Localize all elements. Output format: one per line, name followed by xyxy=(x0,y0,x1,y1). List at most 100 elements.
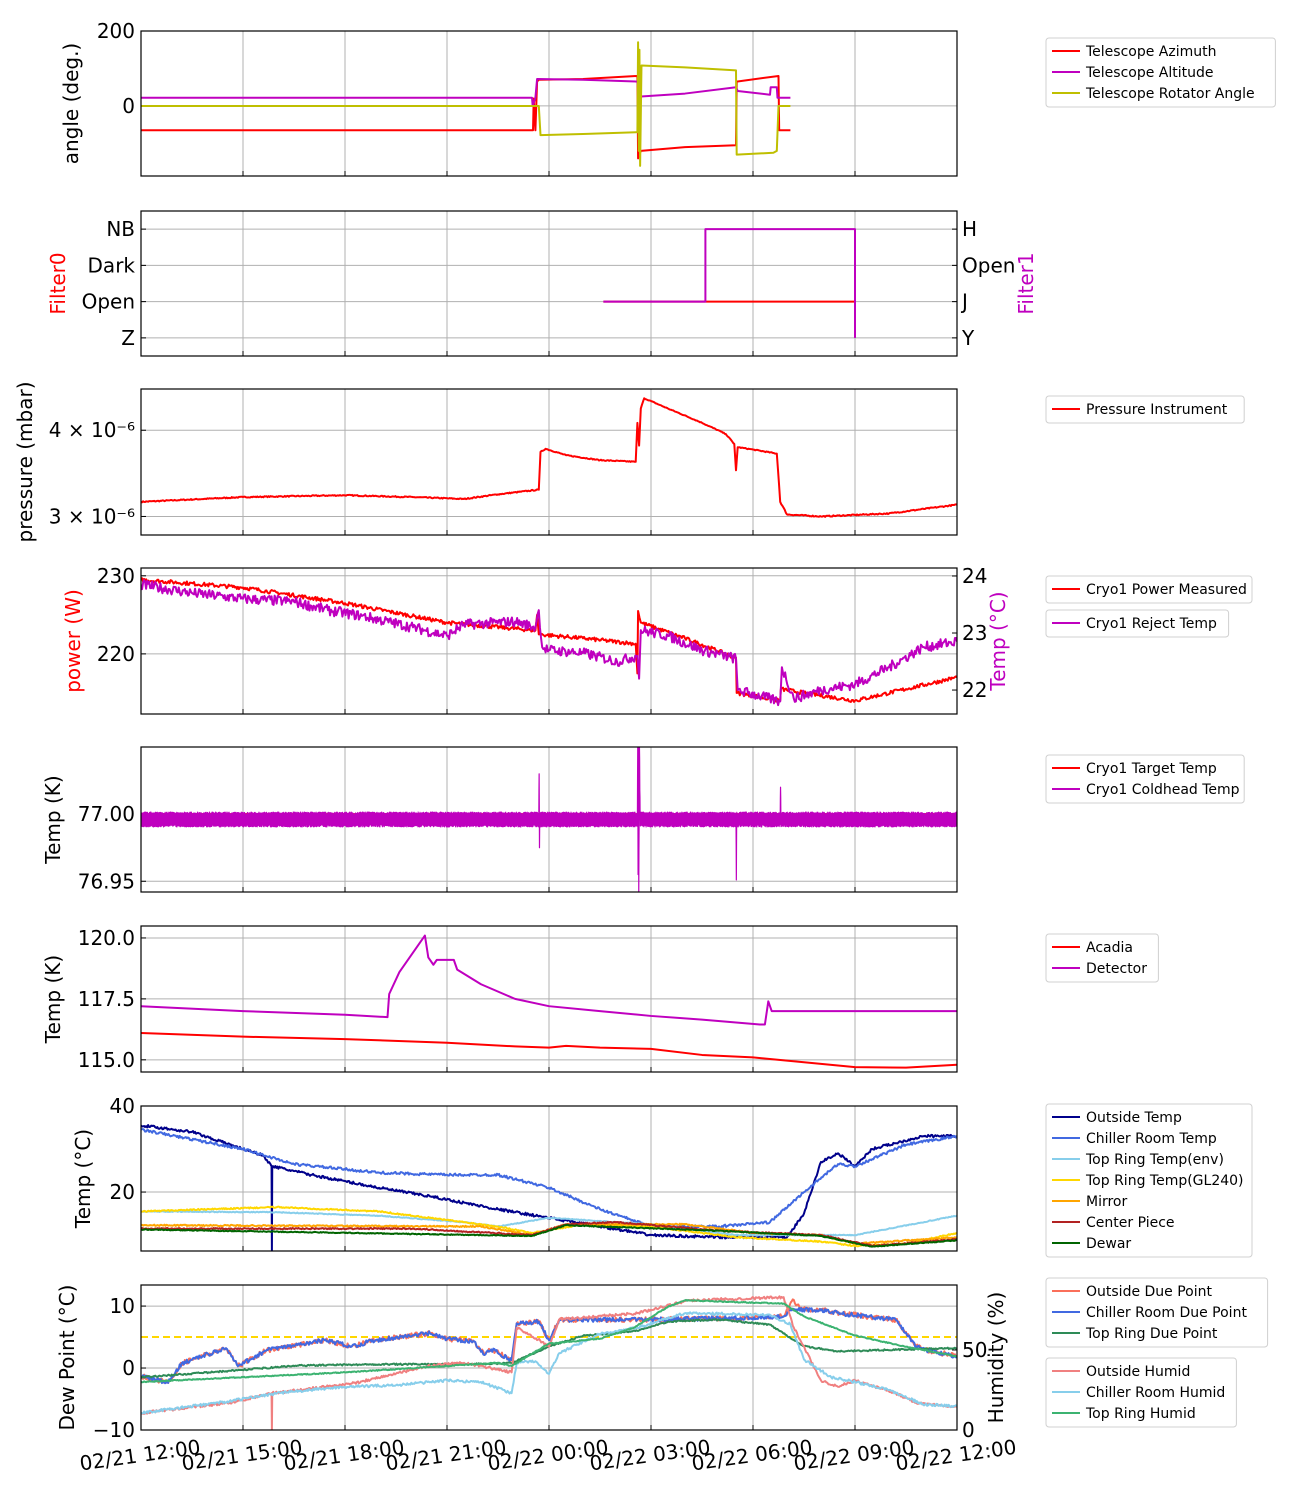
legend-label: Cryo1 Coldhead Temp xyxy=(1086,782,1240,798)
panel-3: 4 × 10⁻⁶ 3 × 10⁻⁶ pressure (mbar) Pressure … xyxy=(13,381,1245,543)
y-axis-label: Filter0 xyxy=(46,252,70,314)
y-axis-label: Dew Point (°C) xyxy=(55,1284,79,1430)
legend: Cryo1 Target Temp Cryo1 Coldhead Temp xyxy=(1045,754,1245,804)
legend-box xyxy=(1045,395,1245,424)
legend-box xyxy=(1045,1103,1253,1258)
legend-label: Outside Due Point xyxy=(1086,1284,1213,1300)
panel-6: 115.0 117.5 120.0 Temp (K) Acadia Detector xyxy=(41,925,1159,1073)
y-tick-label: Open xyxy=(82,290,135,314)
legend: Cryo1 Reject Temp xyxy=(1045,609,1230,638)
y-axis-label: Temp (K) xyxy=(41,775,65,864)
y-axis-label: Temp (°C) xyxy=(71,1129,95,1229)
y-tick-label: 0 xyxy=(122,94,135,118)
legend-label: Telescope Azimuth xyxy=(1085,44,1216,60)
y-tick-label: Dark xyxy=(88,253,136,277)
plot-frame xyxy=(140,746,958,893)
plot-frame xyxy=(140,388,958,536)
y-tick-label: 3 × 10⁻⁶ xyxy=(49,504,135,528)
y-right-tick-label: 23 xyxy=(962,621,987,645)
y-axis-label: power (W) xyxy=(61,589,85,693)
legend-label: Detector xyxy=(1086,961,1147,977)
y-tick-label: 120.0 xyxy=(78,926,135,950)
legend-box xyxy=(1045,1277,1269,1348)
series-line-pressure-instrument xyxy=(141,397,957,518)
legend-label: Telescope Altitude xyxy=(1085,65,1214,81)
y-right-tick-label: 50 xyxy=(962,1338,987,1362)
y-tick-label: 20 xyxy=(110,1180,135,1204)
y-right-tick-label: 22 xyxy=(962,678,987,702)
legend-box xyxy=(1045,575,1253,604)
legend: Outside Due Point Chiller Room Due Point T… xyxy=(1045,1277,1269,1348)
y-right-tick-label: 24 xyxy=(962,564,987,588)
legend: Pressure Instrument xyxy=(1045,395,1245,424)
panel-2: Z Open Dark NB YJ Open H Filter0 Filter1 xyxy=(46,210,1038,357)
series-line-detector xyxy=(141,934,957,1026)
series-line-cryo1-power-measured xyxy=(141,577,957,703)
plot-frame xyxy=(140,30,958,177)
panel-4: 220 230 22 23 24 power (W) Temp (°C) Cryo1 Powe… xyxy=(61,564,1253,715)
legend-box xyxy=(1045,37,1276,108)
legend: Acadia Detector xyxy=(1045,933,1159,983)
legend-label: Chiller Room Temp xyxy=(1086,1131,1217,1147)
plot-frame xyxy=(140,1284,958,1431)
y-right-axis-label: Temp (°C) xyxy=(986,591,1010,691)
y-axis-label: pressure (mbar) xyxy=(13,381,37,542)
legend-label: Top Ring Due Point xyxy=(1085,1326,1218,1342)
y-tick-label: 40 xyxy=(110,1094,135,1118)
y-right-tick-label: J xyxy=(960,290,968,314)
series-line-cryo1-coldhead-temp xyxy=(141,747,957,892)
series-line-dewar xyxy=(141,1223,957,1248)
y-right-tick-label: H xyxy=(962,217,977,241)
series-line-filter1 xyxy=(603,228,856,338)
series-line-top-ring-humid xyxy=(141,1298,957,1384)
legend-label: Dewar xyxy=(1086,1236,1131,1252)
y-tick-label: 10 xyxy=(110,1294,135,1318)
y-right-axis-label: Humidity (%) xyxy=(984,1292,1008,1424)
y-tick-label: 77.00 xyxy=(78,802,135,826)
series-line-acadia xyxy=(141,1032,957,1069)
y-axis-label: Temp (K) xyxy=(41,955,65,1044)
legend-box xyxy=(1045,609,1230,638)
legend-label: Telescope Rotator Angle xyxy=(1085,86,1255,102)
y-tick-label: 115.0 xyxy=(78,1048,135,1072)
y-right-tick-label: Y xyxy=(961,326,975,350)
legend-label: Cryo1 Power Measured xyxy=(1086,582,1247,598)
legend-label: Cryo1 Target Temp xyxy=(1086,761,1217,777)
legend-label: Mirror xyxy=(1086,1194,1127,1210)
legend-label: Chiller Room Humid xyxy=(1086,1385,1225,1401)
legend-label: Outside Humid xyxy=(1086,1364,1190,1380)
plot-frame xyxy=(140,1105,958,1252)
legend-label: Acadia xyxy=(1086,940,1133,956)
legend-label: Top Ring Humid xyxy=(1085,1406,1196,1422)
legend: Outside Humid Chiller Room Humid Top Ring … xyxy=(1045,1357,1237,1428)
y-tick-label: 200 xyxy=(97,19,135,43)
panel-7: 20 40 Temp (°C) Outside Temp Chiller Room Te… xyxy=(71,1094,1253,1258)
y-right-axis-label: Filter1 xyxy=(1014,252,1038,314)
legend-label: Outside Temp xyxy=(1086,1110,1182,1126)
series-line-telescope-altitude xyxy=(141,77,791,107)
series-line-chiller-room-due-point xyxy=(141,1306,957,1385)
legend-label: Chiller Room Due Point xyxy=(1086,1305,1247,1321)
y-tick-label: 76.95 xyxy=(78,869,135,893)
legend: Telescope Azimuth Telescope Altitude Teles… xyxy=(1045,37,1276,108)
y-tick-label: 230 xyxy=(97,564,135,588)
series-line-chiller-room-temp xyxy=(141,1128,957,1229)
series-line-telescope-azimuth xyxy=(141,74,791,160)
legend-label: Pressure Instrument xyxy=(1086,402,1228,418)
y-tick-label: 4 × 10⁻⁶ xyxy=(49,418,135,442)
plot-frame xyxy=(140,567,958,715)
legend: Outside Temp Chiller Room Temp Top Ring Te… xyxy=(1045,1103,1253,1258)
plot-frame xyxy=(140,925,958,1073)
legend-box xyxy=(1045,754,1245,804)
legend-label: Cryo1 Reject Temp xyxy=(1086,616,1217,632)
legend-label: Center Piece xyxy=(1086,1215,1175,1231)
series-line-chiller-room-humid xyxy=(141,1311,957,1415)
y-axis-label: angle (deg.) xyxy=(59,43,83,165)
legend-label: Top Ring Temp(GL240) xyxy=(1085,1173,1244,1189)
y-tick-label: 117.5 xyxy=(78,987,135,1011)
y-tick-label: 0 xyxy=(122,1356,135,1380)
y-tick-label: NB xyxy=(106,217,135,241)
